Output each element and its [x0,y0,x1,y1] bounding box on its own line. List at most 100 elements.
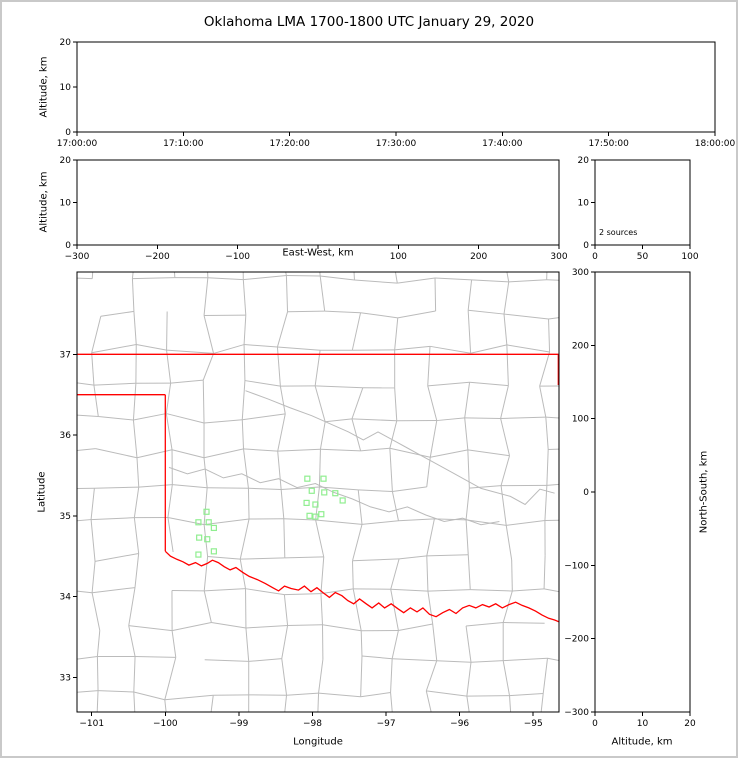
y-tick-label: 37 [60,350,71,360]
x-tick-label: 0 [592,719,598,729]
y-tick-label: 0 [65,128,71,138]
x-tick-label: 17:00:00 [57,139,98,149]
x-tick-label: −97 [377,719,396,729]
state-border-line [164,550,559,623]
x-axis-alt_hist: 0 50 100 [592,245,699,262]
x-tick-label: 300 [550,252,567,262]
y-tick-label: 10 [60,199,72,209]
y-tick-label: 0 [583,241,589,251]
x-tick-label: 17:20:00 [269,139,310,149]
panel-time_height: 17:00:00 17:10:00 17:20:00 17:30:00 17:40:00… [57,38,736,149]
y-tick-label: −200 [564,635,589,645]
source-marker [318,511,325,518]
x-axis-ns_height: 0 10 20 [592,712,696,729]
y-tick-label: −100 [564,561,589,571]
y-axis-ew_height: 0 10 20 [60,156,77,251]
source-marker [195,519,202,526]
axis-label-altitude-time-panel: Altitude, km [38,56,50,118]
x-tick-label: 20 [684,719,696,729]
x-tick-label: 100 [681,252,698,262]
source-marker [203,508,210,515]
x-axis-ew_height: −300 −200 −100 100 200 300 [65,245,568,262]
source-marker [308,487,315,494]
panel-alt_hist: 2 sources 0 50 100 0 10 20 [578,156,699,262]
y-tick-label: 20 [60,156,72,166]
y-axis-ns_height: −300 −200 −100 0 100 200 300 [564,268,595,718]
y-tick-label: 300 [572,268,589,278]
x-tick-label: −101 [79,719,104,729]
x-tick-label: 100 [390,252,407,262]
x-tick-label: 17:10:00 [163,139,204,149]
y-tick-label: 100 [572,415,589,425]
panel-frame [76,41,716,133]
axis-label-east-west: East-West, km [282,247,354,259]
source-marker [210,548,217,555]
source-marker [196,534,203,541]
y-tick-label: 0 [583,488,589,498]
source-marker [332,490,339,497]
x-tick-label: 18:00:00 [695,139,736,149]
axis-label-altitude-ew-panel: Altitude, km [38,171,50,233]
panel-map: −101 −100 −99 −98 −97 −96 −95 33 34 35 36 37 [60,271,560,729]
x-tick-label: −100 [225,252,250,262]
river-line [245,390,555,506]
x-axis-map: −101 −100 −99 −98 −97 −96 −95 [79,712,543,729]
y-tick-label: −300 [564,708,589,718]
y-tick-label: 36 [60,431,72,441]
river-line [168,466,500,526]
axis-label-latitude: Latitude [36,471,48,513]
y-tick-label: 20 [60,38,72,48]
axis-label-north-south: North-South, km [698,450,710,534]
source-marker [306,512,313,519]
x-tick-label: −96 [450,719,469,729]
source-marker [205,519,212,526]
axis-label-longitude: Longitude [293,736,343,748]
figure-title: Oklahoma LMA 1700-1800 UTC January 29, 2… [203,14,535,30]
x-tick-label: −300 [65,252,90,262]
x-axis-time_height: 17:00:00 17:10:00 17:20:00 17:30:00 17:40:00… [57,132,736,149]
x-tick-label: 0 [592,252,598,262]
source-marker [312,513,319,520]
y-tick-label: 35 [60,512,71,522]
x-tick-label: −98 [303,719,322,729]
y-tick-label: 200 [572,341,589,351]
panel-frame [76,271,560,713]
x-tick-label: 50 [637,252,649,262]
y-tick-label: 20 [578,156,590,166]
y-axis-alt_hist: 0 10 20 [578,156,595,251]
source-marker [339,497,346,504]
panel-frame [594,271,691,713]
y-tick-label: 10 [60,83,72,93]
x-tick-label: −95 [524,719,543,729]
source-marker [204,536,211,543]
x-tick-label: −200 [145,252,170,262]
x-tick-label: 10 [637,719,649,729]
x-tick-label: 17:30:00 [376,139,417,149]
source-marker [321,489,328,496]
source-marker [304,475,311,482]
source-marker [210,524,217,532]
axis-label-altitude-ns-panel: Altitude, km [611,736,673,748]
source-marker [320,475,327,482]
panel-ns_height: 0 10 20 −300 −200 −100 0 100 200 300 [564,268,696,729]
source-marker [312,501,319,508]
y-axis-time_height: 0 10 20 [60,38,77,138]
x-tick-label: −100 [153,719,178,729]
y-axis-map: 33 34 35 36 37 [60,350,77,683]
lma-source-markers [195,475,346,558]
x-tick-label: 17:50:00 [588,139,629,149]
sources-count-label: 2 sources [599,228,637,237]
panel-frame [76,159,560,246]
y-tick-label: 10 [578,199,590,209]
y-tick-label: 34 [60,593,72,603]
x-tick-label: 200 [470,252,487,262]
y-tick-label: 0 [65,241,71,251]
county-lines [77,272,559,712]
source-marker [303,499,310,506]
panel-ew_height: −300 −200 −100 100 200 300 0 10 20 [60,156,568,262]
x-tick-label: 17:40:00 [482,139,523,149]
x-tick-label: −99 [229,719,248,729]
source-marker [195,551,202,558]
